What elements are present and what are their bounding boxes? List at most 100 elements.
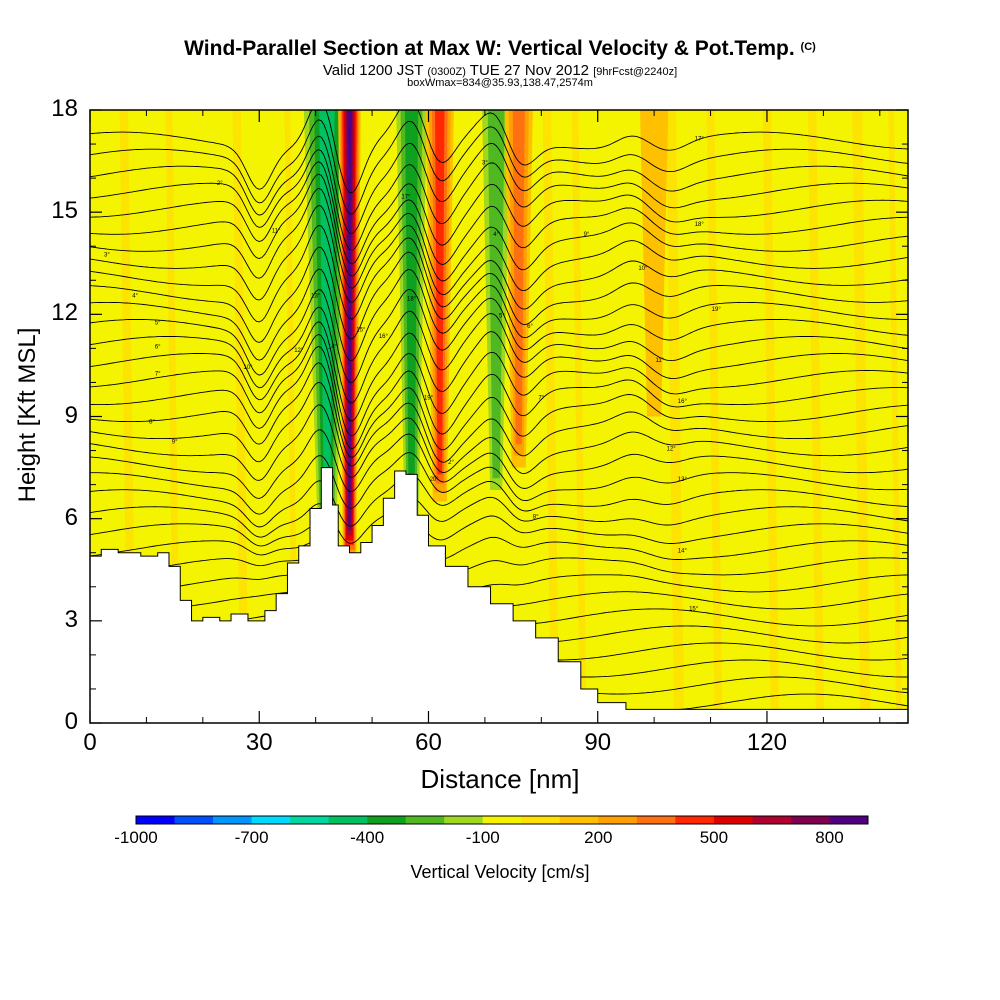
downdraft-band — [404, 110, 419, 519]
weak-updraft-band — [571, 110, 587, 723]
downdraft-band — [606, 110, 646, 366]
y-tick-label: 18 — [51, 95, 78, 122]
contour-label: 6° — [155, 344, 161, 350]
isentrope-line — [90, 556, 908, 581]
weak-updraft-band — [807, 110, 825, 723]
contour-label: 12° — [294, 348, 304, 354]
colorbar-swatch — [636, 816, 676, 824]
isentrope-line — [90, 173, 908, 277]
contour-label: 17° — [695, 137, 705, 143]
colorbar-swatch — [174, 816, 214, 824]
contour-label: 9° — [172, 440, 178, 446]
isentrope-line — [90, 404, 908, 481]
x-axis-label: Distance [nm] — [420, 764, 580, 794]
isentrope-line — [90, 135, 908, 234]
contour-label: 10° — [243, 365, 253, 371]
contour-label: 3° — [482, 160, 488, 166]
isentrope-line — [90, 362, 908, 458]
weak-updraft-band — [888, 110, 902, 723]
colorbar-swatch — [829, 816, 869, 824]
isentrope-line — [90, 381, 908, 467]
colorbar-tick-label: -400 — [350, 828, 385, 847]
contour-label: 14° — [328, 344, 338, 350]
colorbar-swatch — [521, 816, 561, 824]
contour-label: 8° — [533, 515, 539, 521]
contour-label: 7° — [538, 395, 544, 401]
isentrope-line — [90, 473, 908, 528]
colorbar-swatch — [559, 816, 599, 824]
contour-label: 4° — [132, 293, 138, 299]
x-tick-label: 30 — [245, 729, 273, 756]
colorbar-swatch — [444, 816, 484, 824]
y-tick-label: 15 — [51, 197, 78, 225]
isentrope-line — [90, 187, 908, 289]
contour-label: 13° — [311, 293, 321, 299]
y-tick-label: 0 — [64, 708, 78, 735]
y-tick-label: 9 — [64, 401, 78, 429]
contour-label: 2° — [217, 181, 223, 187]
isentrope-line — [90, 515, 908, 559]
valid-time-local: Valid 1200 JST — [322, 62, 424, 79]
isentrope-line — [90, 321, 908, 422]
weak-updraft-band — [232, 110, 249, 723]
colorbar-swatch — [405, 816, 445, 824]
isentrope-line — [90, 306, 908, 404]
contour-label: 15° — [356, 327, 366, 333]
colorbar — [135, 815, 869, 825]
colorbar-swatch — [367, 816, 407, 824]
contour-label: 16° — [678, 399, 688, 405]
colorbar-tick-label: -1000 — [114, 828, 158, 847]
isentrope-line — [90, 110, 908, 193]
colorbar-swatch — [675, 816, 715, 824]
colorbar-tick-label: 200 — [584, 828, 613, 847]
valid-time-utc: (0300Z) — [427, 66, 466, 78]
isentrope-line — [90, 246, 908, 343]
colorbar-tick-label: -100 — [465, 828, 500, 847]
contour-label: 2° — [448, 460, 454, 466]
weak-updraft-band — [706, 110, 723, 723]
isentrope-line — [90, 149, 908, 251]
isentrope-line — [90, 268, 908, 361]
contour-label: 19° — [424, 395, 434, 401]
contour-label: 14° — [678, 549, 688, 555]
contour-label: 5° — [499, 314, 505, 320]
contour-label: 10° — [638, 266, 648, 272]
isentrope-line — [90, 536, 908, 571]
colorbar-swatch — [598, 816, 638, 824]
colorbar-swatch — [790, 816, 830, 824]
updraft-band — [512, 110, 525, 445]
weak-updraft-band — [665, 110, 685, 723]
weak-updraft-band — [852, 110, 871, 723]
colorbar-swatch — [136, 816, 176, 824]
contour-label: 16° — [379, 334, 389, 340]
contour-label: 8° — [149, 419, 155, 425]
isentrope-line — [90, 119, 908, 215]
colorbar-swatch — [328, 816, 368, 824]
isentrope-line — [90, 452, 908, 515]
isentrope-line — [90, 572, 908, 596]
isentrope-line — [90, 161, 908, 265]
isentrope-line — [90, 225, 908, 323]
y-tick-label: 3 — [64, 605, 78, 633]
isentrope-line — [90, 345, 908, 450]
contour-label: 4° — [493, 232, 499, 238]
contour-label: 6° — [527, 324, 533, 330]
isentrope-line — [90, 205, 908, 303]
colorbar-swatch — [713, 816, 753, 824]
chart-subtitle: Valid 1200 JST (0300Z) TUE 27 Nov 2012 [… — [0, 62, 1000, 79]
colorbar-swatch — [752, 816, 792, 824]
contour-label: 20° — [430, 477, 440, 483]
colorbar-swatch — [482, 816, 522, 824]
terrain-mask — [89, 467, 909, 724]
chart-title: Wind-Parallel Section at Max W: Vertical… — [0, 37, 1000, 61]
contour-label: 19° — [712, 307, 722, 313]
axis-ticks — [89, 109, 908, 724]
colorbar-tick-label: 500 — [699, 828, 729, 847]
x-tick-label: 60 — [415, 729, 442, 756]
colorbar-tick-label: -700 — [234, 828, 269, 847]
contour-label: 7° — [155, 372, 161, 378]
downdraft-band — [487, 110, 505, 479]
valid-date: TUE 27 Nov 2012 — [469, 62, 590, 79]
